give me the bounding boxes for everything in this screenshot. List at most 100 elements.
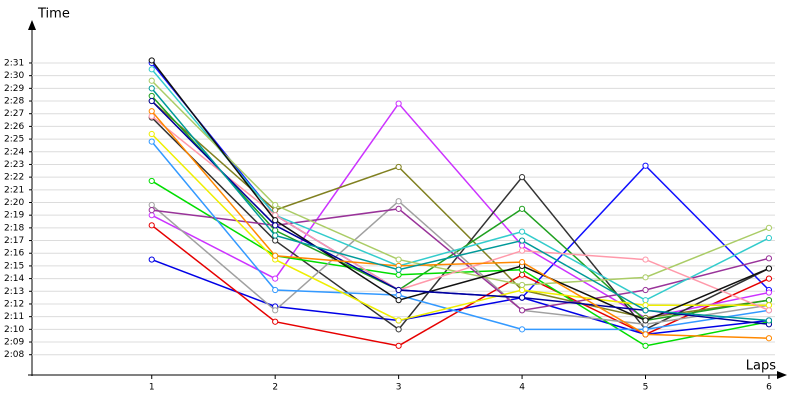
x-tick-label: 1 — [149, 383, 155, 393]
x-tick-label: 3 — [396, 383, 402, 393]
series-line — [151, 208, 770, 312]
x-tick-label: 6 — [766, 383, 772, 393]
point — [395, 317, 402, 324]
point — [642, 302, 649, 309]
series-line — [151, 141, 770, 331]
y-tick-label: 2:22 — [4, 173, 24, 183]
y-tick-label: 2:23 — [4, 160, 24, 170]
point — [765, 289, 773, 296]
series-line — [151, 102, 770, 319]
point — [395, 205, 402, 212]
y-tick-label: 2:30 — [4, 71, 24, 81]
point — [272, 286, 279, 294]
point — [272, 275, 279, 282]
point — [518, 326, 526, 333]
point — [765, 335, 773, 342]
y-tick-label: 2:11 — [4, 312, 24, 322]
point — [395, 256, 402, 263]
point — [765, 297, 773, 304]
point — [148, 222, 155, 229]
point — [395, 291, 402, 299]
point — [395, 326, 402, 333]
point — [148, 108, 155, 115]
point — [148, 256, 155, 263]
point — [518, 286, 526, 294]
point — [518, 259, 526, 266]
series-line — [151, 258, 770, 336]
y-axis-title: Time — [37, 7, 70, 22]
point — [148, 92, 155, 100]
point — [642, 331, 649, 338]
point — [642, 286, 649, 294]
point — [518, 237, 526, 244]
y-tick-label: 2:10 — [4, 325, 24, 335]
y-tick-label: 2:29 — [4, 84, 24, 94]
y-axis-arrow — [28, 20, 36, 30]
point — [272, 318, 279, 325]
point — [395, 163, 402, 171]
point — [642, 342, 649, 349]
point — [642, 326, 649, 333]
point — [518, 247, 526, 254]
point — [642, 317, 649, 324]
point — [148, 138, 155, 145]
point — [765, 317, 773, 324]
y-tick-label: 2:09 — [4, 338, 24, 348]
y-tick-label: 2:12 — [4, 299, 24, 309]
point — [148, 66, 155, 73]
series-line — [151, 115, 770, 312]
y-tick-label: 2:20 — [4, 198, 24, 208]
x-axis-arrow — [777, 371, 787, 379]
point — [395, 100, 402, 107]
y-tick-label: 2:28 — [4, 97, 24, 107]
y-tick-label: 2:16 — [4, 249, 24, 259]
point — [148, 77, 155, 84]
y-tick-label: 2:25 — [4, 135, 24, 145]
y-tick-label: 2:21 — [4, 185, 24, 195]
y-tick-label: 2:24 — [4, 147, 24, 157]
series-line — [151, 100, 770, 326]
series-line — [151, 80, 770, 286]
point — [395, 266, 402, 273]
point — [272, 217, 279, 224]
point — [642, 162, 649, 169]
point — [148, 85, 155, 92]
point — [148, 57, 155, 64]
point — [395, 198, 402, 205]
series-line — [151, 133, 769, 322]
point — [272, 222, 279, 229]
point — [272, 307, 279, 314]
point — [148, 201, 155, 209]
series-line — [151, 224, 770, 347]
y-tick-label: 2:27 — [4, 109, 24, 119]
point — [765, 275, 773, 282]
point — [765, 265, 773, 272]
point — [395, 271, 402, 278]
point — [148, 207, 155, 214]
point — [395, 286, 402, 294]
y-tick-label: 2:17 — [4, 236, 24, 246]
point — [642, 307, 649, 314]
series-line — [151, 110, 769, 339]
x-tick-label: 5 — [643, 383, 649, 393]
point — [642, 274, 649, 281]
series-line — [151, 95, 770, 322]
point — [395, 297, 402, 304]
point — [518, 242, 526, 249]
point — [272, 201, 279, 209]
point — [518, 281, 526, 289]
y-tick-label: 2:14 — [4, 274, 24, 284]
point — [642, 297, 649, 304]
point — [765, 307, 773, 314]
point — [272, 237, 279, 244]
point — [765, 234, 773, 242]
point — [395, 342, 402, 349]
point — [148, 130, 155, 138]
point — [518, 294, 526, 301]
x-tick-label: 4 — [519, 383, 525, 393]
point — [518, 307, 526, 314]
point — [518, 271, 526, 278]
point — [518, 174, 526, 181]
x-tick-label: 2 — [272, 383, 278, 393]
y-tick-label: 2:18 — [4, 223, 24, 233]
